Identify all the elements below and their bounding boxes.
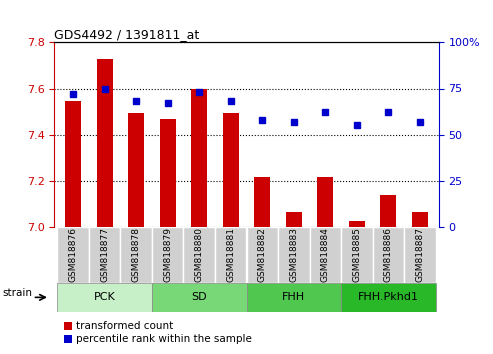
Text: GSM818881: GSM818881	[226, 227, 235, 282]
Bar	[152, 283, 246, 312]
Text: SD: SD	[191, 292, 207, 302]
Bar	[286, 212, 302, 227]
Bar	[381, 195, 396, 227]
Bar	[128, 113, 144, 227]
Bar	[120, 227, 152, 283]
Bar	[191, 88, 207, 227]
Bar	[65, 101, 81, 227]
Bar	[183, 227, 215, 283]
Bar	[160, 119, 176, 227]
Text: GDS4492 / 1391811_at: GDS4492 / 1391811_at	[54, 28, 200, 41]
Bar	[152, 227, 183, 283]
Text: strain: strain	[3, 288, 33, 298]
Legend: transformed count, percentile rank within the sample: transformed count, percentile rank withi…	[60, 317, 256, 348]
Text: GSM818884: GSM818884	[321, 227, 330, 282]
Text: GSM818886: GSM818886	[384, 227, 393, 282]
Text: GSM818876: GSM818876	[69, 227, 77, 282]
Bar	[254, 177, 270, 227]
Bar	[97, 58, 112, 227]
Text: GSM818887: GSM818887	[416, 227, 424, 282]
Bar	[412, 212, 428, 227]
Bar	[223, 113, 239, 227]
Bar	[246, 283, 341, 312]
Text: FHH.Pkhd1: FHH.Pkhd1	[358, 292, 419, 302]
Text: GSM818883: GSM818883	[289, 227, 298, 282]
Text: GSM818877: GSM818877	[100, 227, 109, 282]
Bar	[57, 227, 89, 283]
Text: GSM818880: GSM818880	[195, 227, 204, 282]
Bar	[349, 221, 365, 227]
Bar	[310, 227, 341, 283]
Bar	[341, 227, 373, 283]
Bar	[404, 227, 436, 283]
Text: GSM818878: GSM818878	[132, 227, 141, 282]
Text: GSM818882: GSM818882	[258, 227, 267, 282]
Bar	[89, 227, 120, 283]
Bar	[317, 177, 333, 227]
Bar	[215, 227, 246, 283]
Bar	[373, 227, 404, 283]
Bar	[341, 283, 436, 312]
Bar	[278, 227, 310, 283]
Text: PCK: PCK	[94, 292, 115, 302]
Bar	[57, 283, 152, 312]
Text: GSM818879: GSM818879	[163, 227, 172, 282]
Text: FHH: FHH	[282, 292, 305, 302]
Text: GSM818885: GSM818885	[352, 227, 361, 282]
Bar	[246, 227, 278, 283]
